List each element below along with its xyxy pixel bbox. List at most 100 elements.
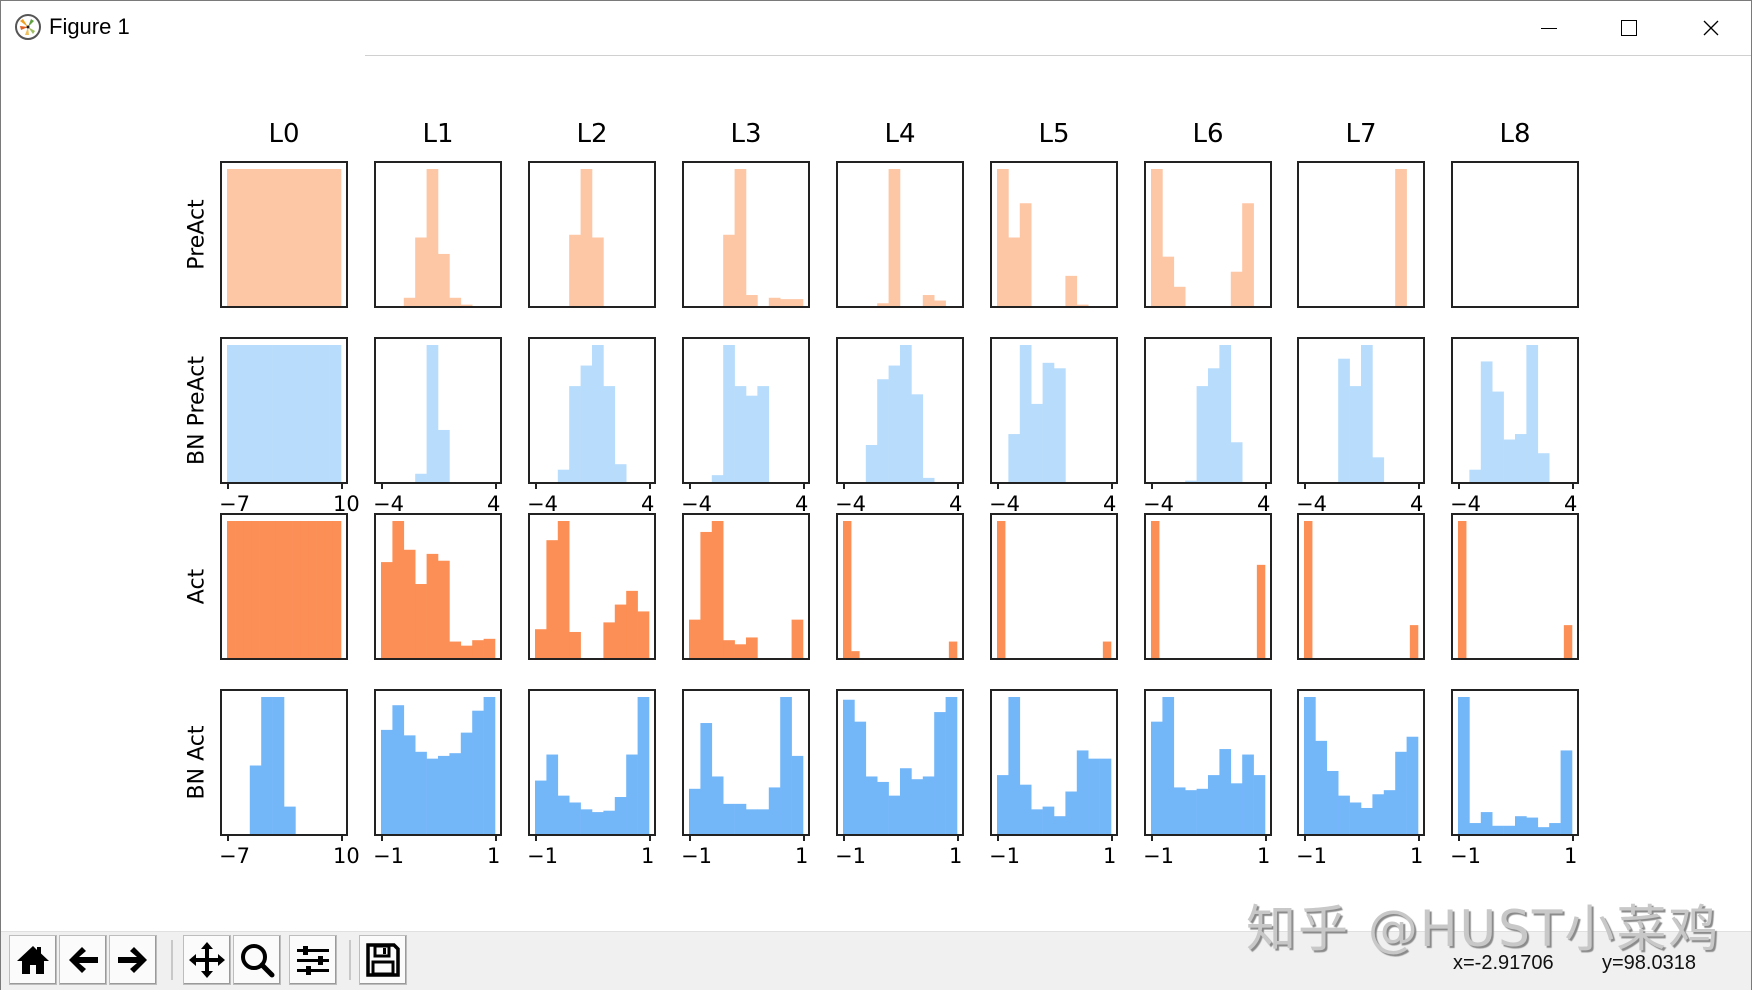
x-tick-label: 1	[1564, 844, 1578, 868]
watermark: 知乎 @HUST小菜鸡	[1246, 900, 1721, 958]
x-tick	[803, 834, 805, 841]
histogram-axes[interactable]	[528, 161, 656, 308]
histogram-axes[interactable]: −4 4	[1450, 337, 1579, 516]
column-title: L7	[1345, 119, 1377, 149]
histogram-axes[interactable]	[1144, 513, 1272, 660]
zoom-button[interactable]	[233, 935, 281, 985]
x-tick-label: 4	[641, 492, 655, 516]
x-tick-label: −1	[835, 844, 866, 868]
x-tick-label: −7	[219, 492, 250, 516]
x-tick-label: −4	[681, 492, 712, 516]
histogram-axes[interactable]: −4 4	[681, 337, 810, 516]
x-tick	[997, 834, 999, 841]
histogram-axes[interactable]	[836, 161, 964, 308]
forward-button[interactable]	[109, 935, 157, 985]
histogram-axes[interactable]	[374, 161, 502, 308]
x-tick	[957, 834, 959, 841]
histogram-axes[interactable]: −1 1	[681, 689, 810, 868]
histogram-axes[interactable]: −1 1	[373, 689, 502, 868]
home-button[interactable]	[9, 935, 57, 985]
histogram-axes[interactable]: −4 4	[989, 337, 1118, 516]
x-tick-label: 4	[1564, 492, 1578, 516]
x-tick	[227, 482, 229, 489]
histogram-axes[interactable]	[220, 161, 348, 308]
histogram-axes[interactable]	[836, 513, 964, 660]
column-title: L1	[422, 119, 454, 149]
histogram-axes[interactable]: −7 10	[219, 337, 360, 516]
save-button[interactable]	[359, 935, 407, 985]
histogram-axes[interactable]: −4 4	[1296, 337, 1425, 516]
minimize-button[interactable]	[1519, 9, 1579, 47]
histogram-axes[interactable]	[990, 161, 1118, 308]
histogram-axes[interactable]	[528, 513, 656, 660]
histogram-axes[interactable]: −1 1	[527, 689, 656, 868]
histogram-axes[interactable]: −1 1	[1296, 689, 1425, 868]
toolbar-separator	[349, 940, 351, 980]
column-title: L5	[1038, 119, 1070, 149]
x-tick	[997, 482, 999, 489]
home-icon	[17, 946, 49, 974]
x-tick	[803, 482, 805, 489]
pan-button[interactable]	[183, 935, 231, 985]
x-tick	[1572, 834, 1574, 841]
x-tick-label: −1	[1450, 844, 1481, 868]
x-tick-label: −1	[1296, 844, 1327, 868]
x-tick	[495, 482, 497, 489]
x-tick-label: −7	[219, 844, 250, 868]
histogram-axes[interactable]	[1144, 161, 1272, 308]
histogram-axes[interactable]: −4 4	[1143, 337, 1272, 516]
window-title: Figure 1	[49, 14, 130, 39]
histogram-axes[interactable]: −1 1	[835, 689, 964, 868]
x-tick	[381, 834, 383, 841]
x-tick-label: 4	[1410, 492, 1424, 516]
histogram-axes[interactable]: −1 1	[989, 689, 1118, 868]
column-title: L4	[884, 119, 916, 149]
x-tick-label: −4	[373, 492, 404, 516]
histogram-axes[interactable]	[220, 513, 348, 660]
x-tick	[843, 482, 845, 489]
x-tick-label: −4	[835, 492, 866, 516]
arrow-right-icon	[118, 947, 147, 973]
x-tick-label: 4	[1257, 492, 1271, 516]
configure-subplots-button[interactable]	[289, 935, 337, 985]
title-bar: Figure 1	[1, 1, 1751, 55]
x-tick-label: 4	[487, 492, 501, 516]
histogram-axes[interactable]	[990, 513, 1118, 660]
x-tick	[341, 482, 343, 489]
x-tick-label: −4	[527, 492, 558, 516]
histogram-axes[interactable]: −4 4	[527, 337, 656, 516]
histogram-axes[interactable]	[682, 513, 810, 660]
x-tick	[1151, 834, 1153, 841]
histogram-axes[interactable]	[374, 513, 502, 660]
histogram-axes[interactable]	[1451, 513, 1579, 660]
x-tick	[227, 834, 229, 841]
histogram-axes[interactable]: −1 1	[1450, 689, 1579, 868]
x-tick	[1111, 482, 1113, 489]
back-button[interactable]	[59, 935, 107, 985]
histogram-axes[interactable]: −4 4	[373, 337, 502, 516]
histogram-axes[interactable]: −7 10	[219, 689, 360, 868]
x-tick	[1458, 482, 1460, 489]
histogram-axes[interactable]	[1297, 513, 1425, 660]
figure-canvas[interactable]: L0 L1 L2 L3 L4 L5 L6 L7 L8 PreAct BN PreAct −7 10 −4 4…	[1, 57, 1751, 931]
histogram-axes[interactable]: −1 1	[1143, 689, 1272, 868]
close-button[interactable]	[1681, 9, 1741, 47]
histogram-axes[interactable]	[1297, 161, 1425, 308]
maximize-button[interactable]	[1599, 9, 1659, 47]
x-tick-label: 1	[1257, 844, 1271, 868]
x-tick-label: 4	[1103, 492, 1117, 516]
histogram-axes[interactable]: −4 4	[835, 337, 964, 516]
x-tick	[1304, 482, 1306, 489]
x-tick	[649, 834, 651, 841]
x-tick-label: 1	[1103, 844, 1117, 868]
row-label: BN PreAct	[184, 355, 210, 465]
close-icon	[1703, 20, 1719, 36]
x-tick	[535, 482, 537, 489]
toolbar-separator	[171, 940, 173, 980]
histogram-axes[interactable]	[1451, 161, 1579, 308]
x-tick-label: 1	[795, 844, 809, 868]
histogram-axes[interactable]	[682, 161, 810, 308]
x-tick	[381, 482, 383, 489]
column-title: L6	[1192, 119, 1224, 149]
maximize-icon	[1621, 20, 1637, 36]
